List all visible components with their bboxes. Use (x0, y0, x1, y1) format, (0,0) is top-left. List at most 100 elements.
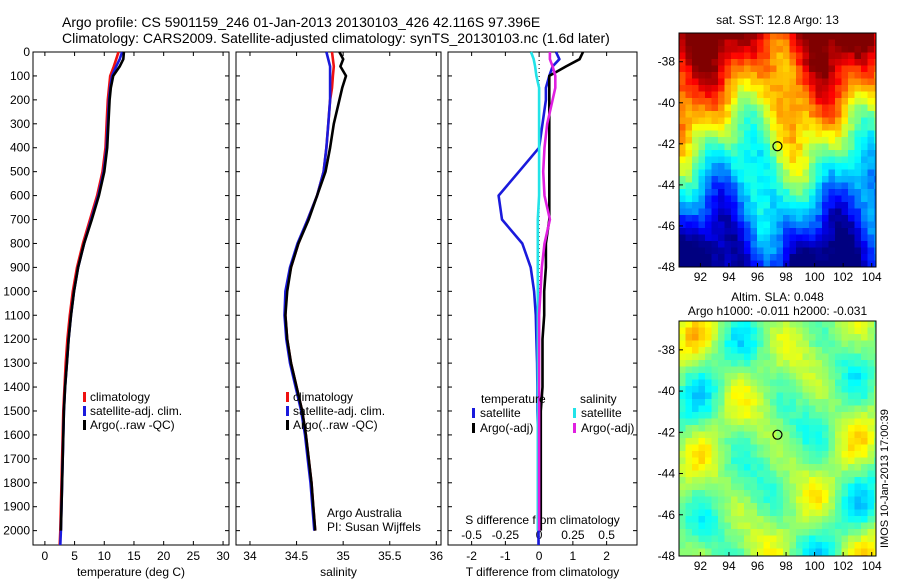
map-cell (874, 247, 877, 255)
map-cell (802, 438, 810, 445)
map-cell (724, 189, 732, 196)
map-cell (711, 373, 719, 380)
y-tick-label: 1900 (3, 500, 30, 514)
map-cell (796, 111, 803, 118)
map-cell (861, 33, 868, 40)
map-cell (705, 529, 712, 536)
map-cell (711, 490, 719, 497)
map-cell (854, 221, 862, 229)
map-cell (750, 39, 758, 47)
map-cell (757, 425, 764, 432)
map-cell (828, 457, 836, 465)
map-cell (874, 399, 877, 406)
map-cell (835, 412, 842, 419)
map-cell (835, 215, 842, 222)
map-cell (815, 340, 823, 348)
map-cell (731, 52, 738, 60)
map-cell (848, 111, 855, 118)
map-cell (679, 234, 686, 242)
map-cell (854, 117, 862, 125)
map-cell (692, 444, 699, 452)
map-cell (874, 509, 877, 517)
map-cell (685, 490, 693, 497)
map-cell (815, 182, 823, 190)
map-cell (718, 208, 725, 216)
map-cell (789, 72, 797, 79)
map-cell (828, 542, 836, 549)
map-cell (809, 386, 816, 393)
map-cell (828, 39, 836, 47)
map-cell (822, 405, 829, 413)
map-cell (796, 431, 803, 439)
map-cell (770, 548, 777, 556)
map-cell (835, 386, 842, 393)
map-cell (854, 464, 862, 471)
map-cell (711, 234, 719, 242)
map-cell (705, 490, 712, 497)
map-cell (828, 509, 836, 517)
map-cell (776, 234, 784, 242)
x-tick-label: 5 (71, 549, 78, 563)
map-cell (783, 405, 790, 413)
map-cell (679, 33, 686, 40)
map-cell (698, 457, 706, 465)
map-cell (854, 535, 862, 543)
map-cell (861, 150, 868, 157)
map-cell (802, 137, 810, 144)
map-cell (731, 65, 738, 73)
map-cell (841, 386, 849, 393)
map-cell (763, 241, 771, 248)
map-cell (867, 202, 875, 209)
map-cell (718, 535, 725, 543)
map-cell (679, 438, 686, 445)
map-cell (867, 360, 875, 367)
map-cell (750, 124, 758, 131)
map-cell (822, 548, 829, 556)
y-tick-label: 900 (10, 260, 30, 274)
map-cell (770, 215, 777, 222)
map-cell (815, 477, 823, 484)
map-cell (809, 241, 816, 248)
map-cell (809, 143, 816, 151)
map-cell (685, 373, 693, 380)
map-cell (854, 124, 862, 131)
map-cell (744, 444, 751, 452)
map-cell (685, 260, 693, 268)
map-cell (867, 548, 875, 556)
map-cell (757, 176, 764, 183)
map-cell (848, 215, 855, 222)
map-cell (750, 111, 758, 118)
map-cell (737, 202, 745, 209)
map-cell (711, 386, 719, 393)
map-cell (757, 477, 764, 484)
map-cell (802, 379, 810, 387)
map-cell (776, 334, 784, 341)
map-cell (861, 169, 868, 177)
map-cell (698, 379, 706, 387)
map-cell (685, 451, 693, 458)
map-cell (867, 457, 875, 465)
map-cell (861, 529, 868, 536)
map-cell (815, 52, 823, 60)
map-cell (757, 386, 764, 393)
map-cell (783, 215, 790, 222)
map-cell (835, 399, 842, 406)
map-cell (861, 386, 868, 393)
map-cell (848, 327, 855, 335)
map-cell (796, 234, 803, 242)
map-cell (841, 535, 849, 543)
map-cell (854, 46, 862, 53)
map-cell (841, 169, 849, 177)
map-cell (685, 542, 693, 549)
map-cell (848, 85, 855, 92)
map-cell (718, 117, 725, 125)
map-cell (815, 321, 823, 328)
map-cell (679, 451, 686, 458)
map-cell (809, 431, 816, 439)
map-cell (815, 418, 823, 426)
map-cell (711, 548, 719, 556)
map-cell (718, 477, 725, 484)
map-cell (854, 208, 862, 216)
map-cell (750, 353, 758, 361)
map-cell (867, 496, 875, 504)
